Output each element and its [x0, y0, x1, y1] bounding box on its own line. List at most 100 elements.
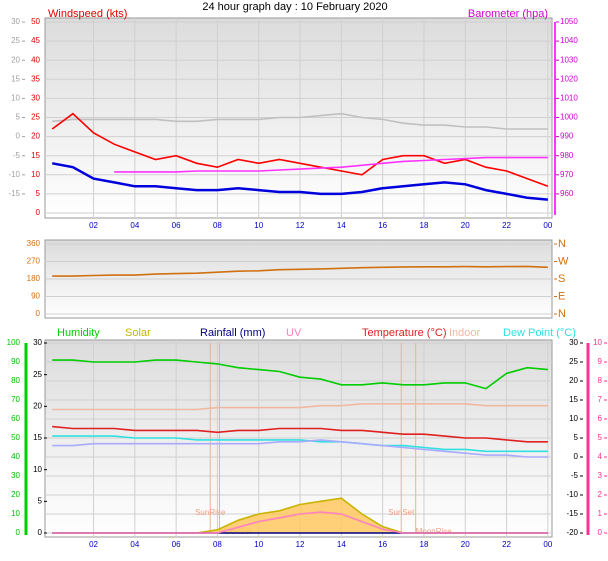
x-tick-label: 02: [89, 540, 98, 549]
y-tick-label: 70: [11, 395, 20, 404]
y-tick-label: 20: [31, 132, 40, 141]
y-tick-label: 20: [11, 490, 20, 499]
y-tick-label: 270: [27, 257, 41, 266]
y-tick-label: 5: [38, 496, 43, 505]
x-tick-label: 12: [296, 540, 305, 549]
y-tick-label: 20: [11, 55, 20, 64]
y-tick-label: 10: [11, 509, 20, 518]
y-tick-label: 30: [11, 471, 20, 480]
x-tick-label: 16: [378, 221, 387, 230]
y-tick-label: 1040: [560, 36, 578, 45]
x-tick-label: 08: [213, 221, 222, 230]
y-tick-label: -5: [571, 471, 579, 480]
y-tick-label: 0: [36, 208, 41, 217]
y-tick-label: 20: [33, 401, 42, 410]
x-tick-label: 04: [130, 221, 139, 230]
y-tick-label: 8: [598, 376, 603, 385]
y-tick-label: 980: [560, 151, 574, 160]
series-line: [52, 112, 548, 130]
x-tick-label: 16: [378, 540, 387, 549]
y-tick-label: -15: [8, 189, 20, 198]
x-tick-label: 00: [543, 221, 552, 230]
y-tick-label: 15: [33, 433, 42, 442]
y-tick-label: 50: [31, 17, 40, 26]
y-tick-label: 4: [598, 452, 603, 461]
y-tick-label: 15: [31, 151, 40, 160]
series-line: [52, 359, 548, 390]
series-line: [51, 112, 549, 188]
area: [52, 498, 548, 533]
x-tick-label: 20: [461, 221, 470, 230]
y-tick-label: 970: [560, 170, 574, 179]
y-tick-label: 25: [33, 370, 42, 379]
y-tick-label: 50: [11, 433, 20, 442]
x-tick-label: 20: [461, 540, 470, 549]
y-tick-label: 35: [31, 74, 40, 83]
y-tick-label: 990: [560, 132, 574, 141]
legend-entry: Rainfall (mm): [200, 327, 265, 339]
y-tick-label: 15: [569, 395, 578, 404]
y-tick-label: 0: [598, 528, 603, 537]
y-tick-label: S: [558, 273, 565, 285]
y-tick-label: 25: [31, 113, 40, 122]
y-tick-label: 1020: [560, 74, 578, 83]
series-line: [52, 511, 548, 534]
y-tick-label: N: [558, 308, 566, 320]
y-tick-label: 40: [11, 452, 20, 461]
y-tick-label: 960: [560, 189, 574, 198]
y-tick-label: -5: [13, 151, 21, 160]
y-tick-label: 0: [574, 452, 579, 461]
y-tick-label: 10: [593, 338, 602, 347]
annotation: SunRise: [195, 508, 226, 517]
legend-entry: Indoor: [449, 327, 481, 339]
x-tick-label: 02: [89, 221, 98, 230]
series-line: [114, 156, 548, 173]
y-tick-label: W: [558, 255, 569, 267]
y-tick-label: 0: [36, 309, 41, 318]
y-tick-label: 30: [569, 338, 578, 347]
y-tick-label: 80: [11, 376, 20, 385]
y-tick-label: 9: [598, 357, 603, 366]
legend-entry: Humidity: [57, 327, 100, 339]
y-tick-label: 5: [16, 113, 21, 122]
y-tick-label: 1010: [560, 94, 578, 103]
axis-title: Barometer (hpa): [468, 8, 548, 20]
annotation: SunSet: [388, 508, 415, 517]
x-tick-label: 12: [296, 221, 305, 230]
y-tick-label: 30: [11, 17, 20, 26]
series-line: [52, 439, 548, 458]
y-tick-label: 100: [7, 338, 21, 347]
y-tick-label: E: [558, 290, 565, 302]
x-tick-label: 08: [213, 540, 222, 549]
y-tick-label: 5: [598, 433, 603, 442]
y-tick-label: 45: [31, 36, 40, 45]
y-tick-label: 5: [574, 433, 579, 442]
y-tick-label: 1050: [560, 17, 578, 26]
y-tick-label: N: [558, 238, 566, 250]
y-tick-label: 180: [27, 274, 41, 283]
x-tick-label: 18: [420, 221, 429, 230]
y-tick-label: 90: [31, 292, 40, 301]
y-tick-label: 90: [11, 357, 20, 366]
legend-entry: UV: [286, 327, 302, 339]
legend-entry: Dew Point (°C): [503, 327, 576, 339]
y-tick-label: 10: [31, 170, 40, 179]
series-line: [52, 403, 548, 411]
x-tick-label: 04: [130, 540, 139, 549]
legend-entry: Temperature (°C): [362, 327, 446, 339]
y-tick-label: 30: [33, 338, 42, 347]
y-tick-label: 15: [11, 74, 20, 83]
y-tick-label: 10: [569, 414, 578, 423]
y-tick-label: 10: [11, 94, 20, 103]
series-line: [52, 435, 548, 453]
y-tick-label: -20: [566, 528, 578, 537]
y-tick-label: 7: [598, 395, 603, 404]
y-tick-label: 40: [31, 55, 40, 64]
y-tick-label: 1000: [560, 113, 578, 122]
axis-title: Windspeed (kts): [48, 8, 127, 20]
y-tick-label: 0: [16, 528, 21, 537]
y-tick-label: 0: [16, 132, 21, 141]
annotation: MoonRise: [416, 527, 453, 536]
series-line: [52, 265, 548, 277]
